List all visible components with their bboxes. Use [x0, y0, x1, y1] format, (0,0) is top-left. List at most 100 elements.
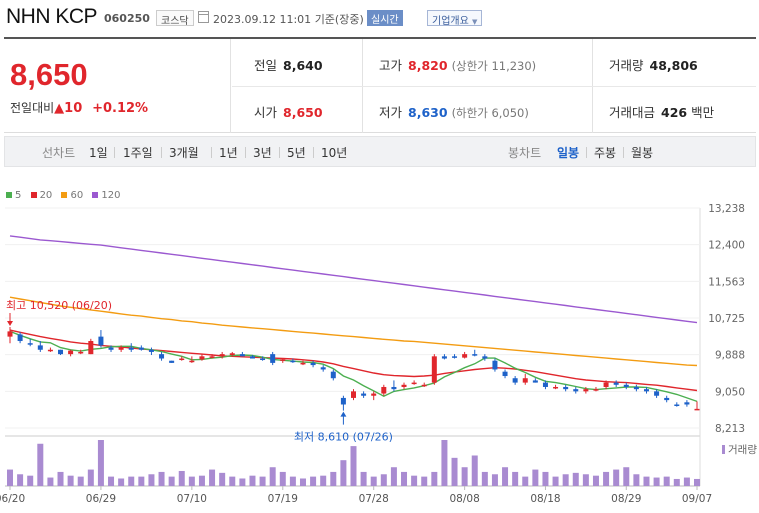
volume-bar [118, 478, 125, 486]
candle-body [108, 347, 114, 350]
x-tick-label: 07/10 [177, 493, 207, 505]
ma-legend: 5 20 60 120 [6, 190, 127, 201]
volume-bar [148, 474, 155, 486]
trade-amount: 거래대금 426 백만 [609, 105, 715, 120]
candle-body [674, 404, 680, 406]
candle-body [159, 354, 165, 359]
period-10y[interactable]: 10년 [321, 146, 348, 160]
candle-body [300, 362, 306, 365]
period-5y[interactable]: 5년 [287, 146, 306, 160]
stock-header: NHN KCP 060250 코스닥 2023.09.12 11:01 기준(장… [0, 0, 759, 36]
candle-body [47, 349, 53, 352]
price-change: 전일대비▲10 +0.12% [10, 101, 149, 116]
candle-body [189, 360, 195, 363]
candle-body [542, 382, 548, 387]
period-3m[interactable]: 3개월 [169, 146, 199, 160]
candle-body [664, 397, 670, 401]
volume-bar [249, 475, 256, 486]
volume-bar [613, 469, 620, 486]
candle-body [68, 350, 74, 355]
candle-body [431, 356, 437, 383]
legend-ma5: 5 [6, 190, 21, 201]
volume-bar [299, 478, 306, 486]
period-1d[interactable]: 1일 [89, 146, 108, 160]
candle-weekly[interactable]: 주봉 [594, 146, 617, 160]
company-overview-dropdown[interactable]: 기업개요 ▼ [427, 10, 483, 27]
prev-close: 전일 8,640 [254, 58, 323, 73]
candle-body [512, 378, 518, 383]
volume-bar [209, 469, 216, 486]
legend-ma120: 120 [92, 190, 121, 201]
volume-bar [350, 446, 357, 486]
volume-bar [269, 467, 276, 486]
candle-body [502, 371, 508, 377]
candle-body [290, 360, 296, 363]
x-tick-label: 07/19 [268, 493, 298, 505]
candle-body [249, 356, 255, 359]
volume-bar [481, 471, 488, 486]
candle-body [118, 347, 124, 350]
volume-bar [643, 476, 650, 486]
volume: 거래량 48,806 [609, 58, 698, 73]
high-arrow-head [7, 320, 13, 326]
volume-bar [128, 476, 135, 486]
candle-body [17, 334, 23, 342]
volume-bar [320, 475, 327, 486]
volume-bar [259, 476, 266, 486]
volume-bar [431, 471, 438, 486]
realtime-button[interactable]: 실시간 [367, 10, 403, 26]
volume-bar [27, 475, 34, 486]
candle-body [654, 391, 660, 396]
volume-bar [451, 457, 458, 486]
volume-bar [411, 475, 418, 486]
volume-bar [108, 476, 115, 486]
current-price: 8,650 [10, 57, 88, 92]
volume-bar [37, 443, 44, 486]
candle-body [98, 336, 104, 346]
period-1y[interactable]: 1년 [219, 146, 238, 160]
volume-bar [663, 476, 670, 486]
candle-body [260, 358, 266, 361]
candle-body [270, 354, 276, 363]
candle-body [613, 382, 619, 385]
candle-body [330, 371, 336, 379]
volume-bar [491, 474, 498, 486]
price-summary: 8,650 전일대비▲10 +0.12% 전일 8,640 고가 8,820 (상한가… [4, 37, 756, 133]
candle-body [694, 408, 700, 411]
legend-ma60: 60 [61, 190, 83, 201]
volume-bar [289, 476, 296, 486]
period-3y[interactable]: 3년 [253, 146, 272, 160]
volume-bar [67, 475, 74, 486]
open-price: 시가 8,650 [254, 105, 323, 120]
volume-bar [7, 469, 13, 486]
x-tick-label: 06/29 [86, 493, 116, 505]
candle-body [179, 358, 185, 361]
volume-bar [360, 471, 367, 486]
candle-monthly[interactable]: 월봉 [631, 146, 654, 160]
x-tick-label: 06/20 [0, 493, 25, 505]
legend-ma20: 20 [30, 190, 52, 201]
candle-body [148, 349, 154, 352]
volume-bar [421, 476, 428, 486]
volume-bar [168, 476, 175, 486]
volume-bar [158, 471, 165, 486]
candle-body [229, 353, 235, 356]
candle-body [340, 397, 346, 405]
candle-body [633, 386, 639, 390]
high-price: 고가 8,820 (상한가 11,230) [379, 58, 537, 73]
volume-bar [694, 478, 700, 486]
volume-bar [603, 471, 610, 486]
volume-bar [47, 477, 54, 486]
period-1w[interactable]: 1주일 [123, 146, 153, 160]
candle-body [320, 367, 326, 370]
volume-bar [633, 474, 640, 486]
volume-bar [390, 467, 397, 486]
chart-toolbar: 선차트 1일 1주일 3개월 1년 3년 5년 10년 봉차트 일봉 주봉 월봉 [4, 136, 756, 167]
volume-bar [512, 471, 519, 486]
candle-body [199, 356, 205, 360]
candle-daily[interactable]: 일봉 [557, 146, 580, 160]
y-tick-label: 10,725 [708, 313, 745, 325]
volume-bar [198, 475, 205, 486]
volume-bar [229, 476, 236, 486]
